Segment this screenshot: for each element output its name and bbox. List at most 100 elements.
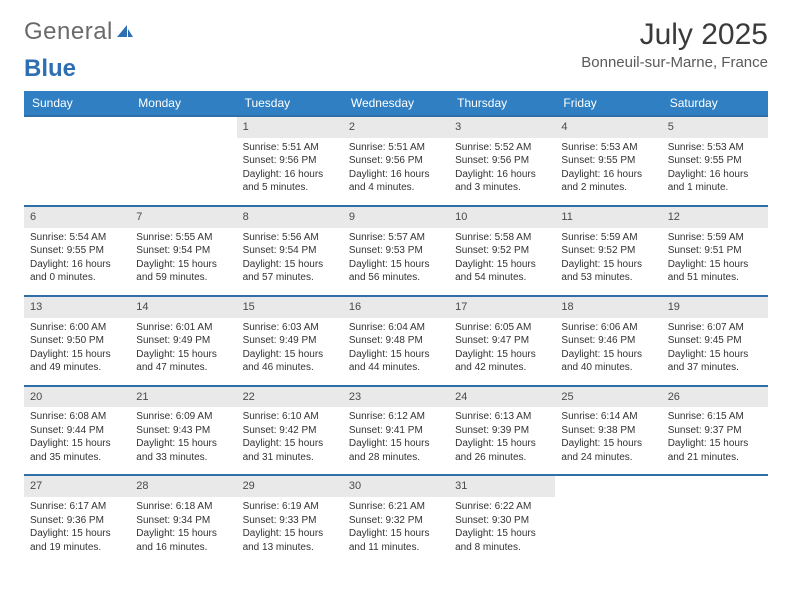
day-number: 20 — [24, 387, 130, 408]
calendar-week-row: 6Sunrise: 5:54 AMSunset: 9:55 PMDaylight… — [24, 206, 768, 296]
calendar-day-cell: 31Sunrise: 6:22 AMSunset: 9:30 PMDayligh… — [449, 475, 555, 564]
calendar-day-cell: 15Sunrise: 6:03 AMSunset: 9:49 PMDayligh… — [237, 296, 343, 386]
weekday-header: Monday — [130, 91, 236, 116]
sunset-line: Sunset: 9:52 PM — [455, 244, 549, 258]
day-body: Sunrise: 6:12 AMSunset: 9:41 PMDaylight:… — [343, 407, 449, 474]
calendar-table: Sunday Monday Tuesday Wednesday Thursday… — [24, 91, 768, 564]
day-number: 21 — [130, 387, 236, 408]
sunrise-line: Sunrise: 6:19 AM — [243, 500, 337, 514]
calendar-week-row: 20Sunrise: 6:08 AMSunset: 9:44 PMDayligh… — [24, 386, 768, 476]
calendar-day-cell: 25Sunrise: 6:14 AMSunset: 9:38 PMDayligh… — [555, 386, 661, 476]
sunset-line: Sunset: 9:54 PM — [136, 244, 230, 258]
daylight-line: Daylight: 15 hours and 13 minutes. — [243, 527, 337, 554]
calendar-day-cell: 1Sunrise: 5:51 AMSunset: 9:56 PMDaylight… — [237, 116, 343, 206]
daylight-line: Daylight: 16 hours and 4 minutes. — [349, 168, 443, 195]
sunset-line: Sunset: 9:34 PM — [136, 514, 230, 528]
day-body: Sunrise: 6:05 AMSunset: 9:47 PMDaylight:… — [449, 318, 555, 385]
daylight-line: Daylight: 15 hours and 44 minutes. — [349, 348, 443, 375]
daylight-line: Daylight: 15 hours and 8 minutes. — [455, 527, 549, 554]
sunset-line: Sunset: 9:41 PM — [349, 424, 443, 438]
brand-part2: Blue — [24, 55, 76, 82]
calendar-day-cell: 19Sunrise: 6:07 AMSunset: 9:45 PMDayligh… — [662, 296, 768, 386]
calendar-day-cell: 18Sunrise: 6:06 AMSunset: 9:46 PMDayligh… — [555, 296, 661, 386]
sunrise-line: Sunrise: 5:58 AM — [455, 231, 549, 245]
day-number: 26 — [662, 387, 768, 408]
sunrise-line: Sunrise: 6:12 AM — [349, 410, 443, 424]
calendar-day-cell: 22Sunrise: 6:10 AMSunset: 9:42 PMDayligh… — [237, 386, 343, 476]
day-body: Sunrise: 6:10 AMSunset: 9:42 PMDaylight:… — [237, 407, 343, 474]
sunset-line: Sunset: 9:44 PM — [30, 424, 124, 438]
day-body: Sunrise: 6:00 AMSunset: 9:50 PMDaylight:… — [24, 318, 130, 385]
daylight-line: Daylight: 15 hours and 53 minutes. — [561, 258, 655, 285]
day-number: 7 — [130, 207, 236, 228]
day-number: 5 — [662, 117, 768, 138]
sunset-line: Sunset: 9:51 PM — [668, 244, 762, 258]
calendar-day-cell: 8Sunrise: 5:56 AMSunset: 9:54 PMDaylight… — [237, 206, 343, 296]
day-body: Sunrise: 5:53 AMSunset: 9:55 PMDaylight:… — [555, 138, 661, 205]
sunrise-line: Sunrise: 6:09 AM — [136, 410, 230, 424]
daylight-line: Daylight: 15 hours and 56 minutes. — [349, 258, 443, 285]
sunrise-line: Sunrise: 6:07 AM — [668, 321, 762, 335]
daylight-line: Daylight: 15 hours and 42 minutes. — [455, 348, 549, 375]
day-body: Sunrise: 6:21 AMSunset: 9:32 PMDaylight:… — [343, 497, 449, 564]
sunset-line: Sunset: 9:56 PM — [455, 154, 549, 168]
sunset-line: Sunset: 9:36 PM — [30, 514, 124, 528]
calendar-week-row: 1Sunrise: 5:51 AMSunset: 9:56 PMDaylight… — [24, 116, 768, 206]
day-body: Sunrise: 6:19 AMSunset: 9:33 PMDaylight:… — [237, 497, 343, 564]
day-body: Sunrise: 6:07 AMSunset: 9:45 PMDaylight:… — [662, 318, 768, 385]
sunrise-line: Sunrise: 6:13 AM — [455, 410, 549, 424]
day-body: Sunrise: 5:54 AMSunset: 9:55 PMDaylight:… — [24, 228, 130, 295]
sunrise-line: Sunrise: 6:21 AM — [349, 500, 443, 514]
weekday-header-row: Sunday Monday Tuesday Wednesday Thursday… — [24, 91, 768, 116]
sunset-line: Sunset: 9:48 PM — [349, 334, 443, 348]
calendar-day-cell: 16Sunrise: 6:04 AMSunset: 9:48 PMDayligh… — [343, 296, 449, 386]
sunset-line: Sunset: 9:39 PM — [455, 424, 549, 438]
daylight-line: Daylight: 16 hours and 5 minutes. — [243, 168, 337, 195]
day-body: Sunrise: 5:51 AMSunset: 9:56 PMDaylight:… — [343, 138, 449, 205]
sunset-line: Sunset: 9:55 PM — [561, 154, 655, 168]
calendar-day-cell: 4Sunrise: 5:53 AMSunset: 9:55 PMDaylight… — [555, 116, 661, 206]
sunset-line: Sunset: 9:46 PM — [561, 334, 655, 348]
day-number: 6 — [24, 207, 130, 228]
sunrise-line: Sunrise: 6:15 AM — [668, 410, 762, 424]
sunset-line: Sunset: 9:56 PM — [243, 154, 337, 168]
day-number: 2 — [343, 117, 449, 138]
sunrise-line: Sunrise: 6:04 AM — [349, 321, 443, 335]
day-body: Sunrise: 5:56 AMSunset: 9:54 PMDaylight:… — [237, 228, 343, 295]
day-number: 30 — [343, 476, 449, 497]
day-number: 29 — [237, 476, 343, 497]
day-body: Sunrise: 6:01 AMSunset: 9:49 PMDaylight:… — [130, 318, 236, 385]
daylight-line: Daylight: 15 hours and 40 minutes. — [561, 348, 655, 375]
daylight-line: Daylight: 16 hours and 3 minutes. — [455, 168, 549, 195]
sunrise-line: Sunrise: 6:03 AM — [243, 321, 337, 335]
day-number: 8 — [237, 207, 343, 228]
sunset-line: Sunset: 9:33 PM — [243, 514, 337, 528]
weekday-header: Tuesday — [237, 91, 343, 116]
sunset-line: Sunset: 9:30 PM — [455, 514, 549, 528]
daylight-line: Daylight: 15 hours and 16 minutes. — [136, 527, 230, 554]
calendar-day-cell: 14Sunrise: 6:01 AMSunset: 9:49 PMDayligh… — [130, 296, 236, 386]
sunrise-line: Sunrise: 5:53 AM — [561, 141, 655, 155]
day-number: 25 — [555, 387, 661, 408]
sunrise-line: Sunrise: 5:52 AM — [455, 141, 549, 155]
daylight-line: Daylight: 15 hours and 31 minutes. — [243, 437, 337, 464]
day-number: 12 — [662, 207, 768, 228]
sunrise-line: Sunrise: 5:57 AM — [349, 231, 443, 245]
daylight-line: Daylight: 15 hours and 54 minutes. — [455, 258, 549, 285]
month-title: July 2025 — [581, 18, 768, 52]
day-number: 18 — [555, 297, 661, 318]
calendar-day-cell: 23Sunrise: 6:12 AMSunset: 9:41 PMDayligh… — [343, 386, 449, 476]
weekday-header: Saturday — [662, 91, 768, 116]
calendar-day-cell: 28Sunrise: 6:18 AMSunset: 9:34 PMDayligh… — [130, 475, 236, 564]
calendar-day-cell: 9Sunrise: 5:57 AMSunset: 9:53 PMDaylight… — [343, 206, 449, 296]
sunrise-line: Sunrise: 5:54 AM — [30, 231, 124, 245]
day-body: Sunrise: 5:59 AMSunset: 9:52 PMDaylight:… — [555, 228, 661, 295]
daylight-line: Daylight: 15 hours and 57 minutes. — [243, 258, 337, 285]
weekday-header: Sunday — [24, 91, 130, 116]
sunrise-line: Sunrise: 5:51 AM — [349, 141, 443, 155]
daylight-line: Daylight: 15 hours and 26 minutes. — [455, 437, 549, 464]
calendar-week-row: 27Sunrise: 6:17 AMSunset: 9:36 PMDayligh… — [24, 475, 768, 564]
calendar-day-cell: 26Sunrise: 6:15 AMSunset: 9:37 PMDayligh… — [662, 386, 768, 476]
sunset-line: Sunset: 9:52 PM — [561, 244, 655, 258]
day-body: Sunrise: 6:15 AMSunset: 9:37 PMDaylight:… — [662, 407, 768, 474]
